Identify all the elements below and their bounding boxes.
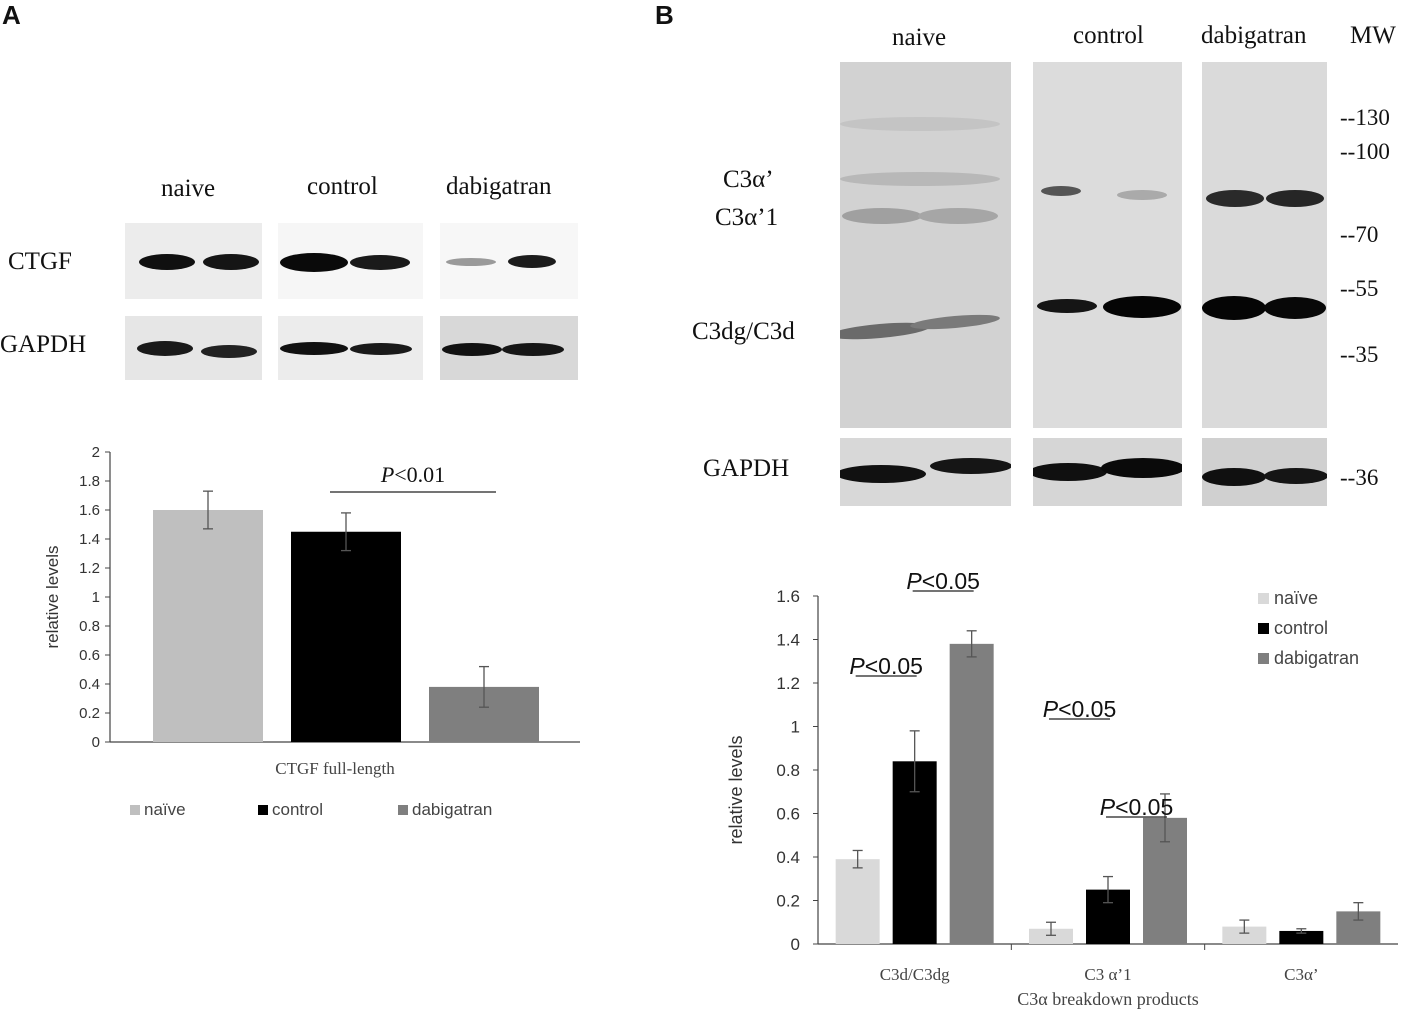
ctgf-blot-dabigatran <box>440 223 578 299</box>
band-label-c3a-prime-1: C3α’1 <box>715 204 779 231</box>
chart-a-legend-swatch-1 <box>258 805 268 815</box>
chart-b-category-label-2: C3α’ <box>1284 965 1318 984</box>
chart-a: 0 0.2 0.4 0.6 0.8 1 1.2 1.4 1.6 1.8 2 relative leve… <box>43 444 580 819</box>
gapdh-blot-a-naive <box>125 316 262 380</box>
chart-b-category-label-0: C3d/C3dg <box>880 965 950 984</box>
chart-a-bar-0 <box>153 510 263 742</box>
ctgf-blot-naive <box>125 223 262 299</box>
panel-a-lane-dabigatran: dabigatran <box>446 173 552 200</box>
chart-b-category-label-1: C3 α’1 <box>1084 965 1131 984</box>
panel-b-lane-control: control <box>1073 22 1144 49</box>
c3-blot-naive <box>840 62 1011 428</box>
mw-marker-36: --36 <box>1340 465 1379 490</box>
chart-b-legend-swatch-2 <box>1258 653 1269 664</box>
mw-marker-35: --35 <box>1340 342 1379 367</box>
panel-a-lane-control: control <box>307 173 378 200</box>
band-label-gapdh-b: GAPDH <box>703 455 790 482</box>
chart-b-xlabel: C3α breakdown products <box>1017 989 1198 1009</box>
chart-b-ytick-label: 0 <box>791 935 800 954</box>
chart-b-bar-2-1 <box>1279 930 1324 944</box>
chart-a-xlabel: CTGF full-length <box>275 759 395 778</box>
band-label-c3a-prime: C3α’ <box>723 166 774 193</box>
chart-b-ytick-label: 0.2 <box>776 892 800 911</box>
gapdh-blot-b-dabigatran <box>1202 438 1327 506</box>
panel-a-letter: A <box>2 0 21 30</box>
chart-b-ylabel: relative levels <box>726 735 746 844</box>
chart-a-ytick-label: 1 <box>92 589 100 606</box>
chart-b-bar-1-0 <box>1029 928 1073 944</box>
chart-a-ytick-label: 0 <box>92 734 100 751</box>
chart-b-ytick-label: 1 <box>791 718 800 737</box>
chart-b-legend-label-1: control <box>1274 618 1328 638</box>
chart-a-ytick-label: 1.8 <box>79 473 100 490</box>
gapdh-blot-b-naive <box>840 438 1011 506</box>
chart-b-legend-label-0: naïve <box>1274 588 1318 608</box>
chart-b-legend-swatch-0 <box>1258 593 1269 604</box>
panel-b-mw-header: MW <box>1350 22 1396 49</box>
chart-b-sig-label: P<0.05 <box>1100 794 1174 820</box>
chart-b-ytick-label: 1.4 <box>776 631 800 650</box>
chart-a-ytick-label: 2 <box>92 444 100 461</box>
panel-b-letter: B <box>655 0 674 30</box>
chart-b-sig-label: P<0.05 <box>1043 696 1117 722</box>
chart-a-ytick-label: 1.4 <box>79 531 100 548</box>
c3-blot-control <box>1033 62 1182 428</box>
chart-b-ytick-label: 0.6 <box>776 805 800 824</box>
chart-a-ytick-label: 0.2 <box>79 705 100 722</box>
chart-a-legend-swatch-2 <box>398 805 408 815</box>
chart-b-bar-0-2 <box>949 643 994 944</box>
band-label-c3dg-c3d: C3dg/C3d <box>692 318 795 345</box>
panel-b-lane-naive: naive <box>892 24 947 51</box>
panel-b-lane-dabigatran: dabigatran <box>1201 22 1307 49</box>
mw-marker-100: --100 <box>1340 139 1390 164</box>
mw-marker-55: --55 <box>1340 276 1379 301</box>
mw-marker-70: --70 <box>1340 222 1379 247</box>
c3-blot-dabigatran <box>1202 62 1327 428</box>
chart-b-bar-2-0 <box>1222 926 1267 944</box>
chart-a-ytick-label: 0.4 <box>79 676 100 693</box>
chart-a-ytick-label: 0.8 <box>79 618 100 635</box>
chart-b: 0 0.2 0.4 0.6 0.8 1 1.2 1.4 1.6 relative levels C3… <box>726 570 1398 1009</box>
chart-b-legend-swatch-1 <box>1258 623 1269 634</box>
panel-a-lane-naive: naive <box>161 175 216 202</box>
chart-b-ytick-label: 0.4 <box>776 848 800 867</box>
panel-a-row-gapdh: GAPDH <box>0 331 87 358</box>
chart-a-legend-swatch-0 <box>130 805 140 815</box>
chart-a-ylabel: relative levels <box>43 546 62 649</box>
ctgf-blot-control <box>278 223 423 299</box>
chart-a-bar-1 <box>291 531 401 742</box>
gapdh-blot-b-control <box>1033 438 1182 506</box>
chart-b-ytick-label: 0.8 <box>776 761 800 780</box>
gapdh-blot-a-control <box>278 316 423 380</box>
chart-a-legend-label-1: control <box>272 800 323 819</box>
chart-b-legend-label-2: dabigatran <box>1274 648 1359 668</box>
chart-a-sig-label: P<0.01 <box>380 462 445 487</box>
chart-a-ytick-label: 0.6 <box>79 647 100 664</box>
mw-marker-130: --130 <box>1340 105 1390 130</box>
chart-b-ytick-label: 1.2 <box>776 674 800 693</box>
chart-a-ytick-label: 1.2 <box>79 560 100 577</box>
panel-a-row-ctgf: CTGF <box>8 248 72 275</box>
chart-a-ytick-label: 1.6 <box>79 502 100 519</box>
chart-b-sig-label: P<0.05 <box>849 653 923 679</box>
chart-b-sig-label: P<0.05 <box>906 570 980 594</box>
gapdh-blot-a-dabigatran <box>440 316 578 380</box>
chart-b-ytick-label: 1.6 <box>776 587 800 606</box>
chart-b-bar-0-0 <box>835 859 880 944</box>
chart-a-legend-label-2: dabigatran <box>412 800 492 819</box>
chart-a-legend-label-0: naïve <box>144 800 186 819</box>
